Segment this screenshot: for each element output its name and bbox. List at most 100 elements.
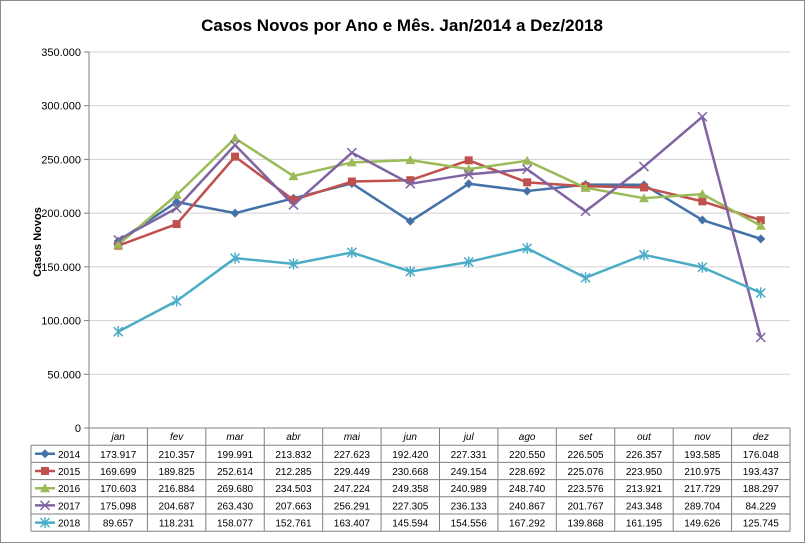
data-label: 163.407 — [334, 519, 371, 530]
data-point — [580, 182, 591, 192]
y-axis-label: Casos Novos — [32, 207, 44, 277]
gridlines — [89, 51, 790, 375]
data-point — [464, 156, 473, 165]
data-label: 289.704 — [684, 501, 721, 512]
y-tick-label: 250.000 — [41, 154, 81, 166]
chart-title: Casos Novos por Ano e Mês. Jan/2014 a De… — [201, 16, 603, 35]
data-label: 226.357 — [626, 450, 663, 461]
legend-label: 2016 — [58, 484, 81, 495]
data-point — [580, 206, 591, 217]
data-label: 252.614 — [217, 467, 254, 478]
data-point — [697, 111, 708, 122]
data-point — [288, 258, 299, 270]
y-tick-label: 200.000 — [41, 208, 81, 220]
data-point — [172, 220, 181, 229]
data-label: 243.348 — [626, 501, 663, 512]
data-label: 145.594 — [392, 519, 429, 530]
series-2017 — [113, 111, 766, 343]
data-point — [230, 208, 240, 218]
data-label: 84.229 — [745, 501, 776, 512]
data-label: 247.224 — [334, 484, 371, 495]
data-label: 210.975 — [684, 467, 721, 478]
data-point — [288, 199, 299, 210]
legend-label: 2014 — [58, 450, 81, 461]
legend-key-2018 — [35, 517, 55, 529]
data-point — [171, 190, 182, 200]
legend-label: 2015 — [58, 467, 81, 478]
x-tick-label: fev — [170, 432, 184, 443]
data-label: 213.832 — [275, 450, 312, 461]
data-label: 227.305 — [392, 501, 429, 512]
series-2014 — [113, 178, 766, 246]
data-point — [230, 133, 241, 143]
data-point — [289, 195, 298, 204]
data-point — [113, 326, 124, 338]
data-point — [405, 266, 416, 278]
x-tick-label: abr — [286, 432, 301, 443]
data-label: 167.292 — [509, 519, 546, 530]
x-tick-label: mar — [226, 432, 244, 443]
data-point — [405, 178, 416, 189]
data-point — [464, 179, 474, 189]
data-point — [463, 169, 474, 180]
data-point — [346, 246, 357, 258]
series-lines — [113, 111, 766, 343]
data-label: 204.687 — [159, 501, 196, 512]
data-label: 176.048 — [743, 450, 780, 461]
y-tick-label: 0 — [75, 423, 81, 435]
data-label: 139.868 — [567, 519, 604, 530]
y-tick-label: 50.000 — [47, 369, 81, 381]
data-point — [755, 332, 766, 343]
x-tick-label: nov — [694, 432, 711, 443]
x-tick-label: dez — [753, 432, 769, 443]
data-point — [40, 449, 50, 459]
data-label: 249.154 — [451, 467, 488, 478]
series-2016 — [113, 133, 766, 249]
legend-key-2016 — [35, 483, 55, 493]
data-point — [580, 272, 591, 284]
data-point — [522, 164, 533, 175]
y-tick-label: 350.000 — [41, 47, 81, 59]
data-label: 158.077 — [217, 519, 254, 530]
legend-label: 2018 — [58, 519, 81, 530]
y-tick-label: 150.000 — [41, 262, 81, 274]
x-tick-label: set — [579, 432, 594, 443]
data-label: 234.503 — [275, 484, 312, 495]
data-label: 170.603 — [100, 484, 137, 495]
data-point — [756, 216, 765, 225]
data-point — [171, 203, 182, 214]
data-label: 223.576 — [567, 484, 604, 495]
data-point — [346, 157, 357, 167]
data-point — [522, 186, 532, 196]
data-label: 216.884 — [159, 484, 196, 495]
data-label: 154.556 — [451, 519, 488, 530]
data-point — [171, 295, 182, 307]
x-tick-label: ago — [519, 432, 536, 443]
data-point — [522, 242, 533, 254]
x-tick-label: jan — [110, 432, 126, 443]
data-label: 175.098 — [100, 501, 137, 512]
data-label: 227.331 — [451, 450, 488, 461]
data-point — [698, 197, 707, 206]
data-label: 125.745 — [743, 519, 780, 530]
y-tick-label: 300.000 — [41, 101, 81, 113]
data-label: 240.989 — [451, 484, 488, 495]
data-point — [405, 216, 415, 226]
data-label: 89.657 — [103, 519, 134, 530]
data-label: 199.991 — [217, 450, 254, 461]
data-label: 201.767 — [567, 501, 604, 512]
data-point — [638, 249, 649, 261]
data-label: 169.699 — [100, 467, 137, 478]
data-label: 263.430 — [217, 501, 254, 512]
data-label: 230.668 — [392, 467, 429, 478]
data-label: 228.692 — [509, 467, 546, 478]
y-axis: 0 50.000 100.000 150.000 200.000 250.000 300.0… — [41, 47, 90, 435]
x-tick-label: jun — [402, 432, 418, 443]
data-point — [347, 177, 356, 186]
data-label: 118.231 — [159, 519, 195, 530]
data-label: 193.437 — [743, 467, 780, 478]
data-label: 229.449 — [334, 467, 371, 478]
data-label: 248.740 — [509, 484, 546, 495]
